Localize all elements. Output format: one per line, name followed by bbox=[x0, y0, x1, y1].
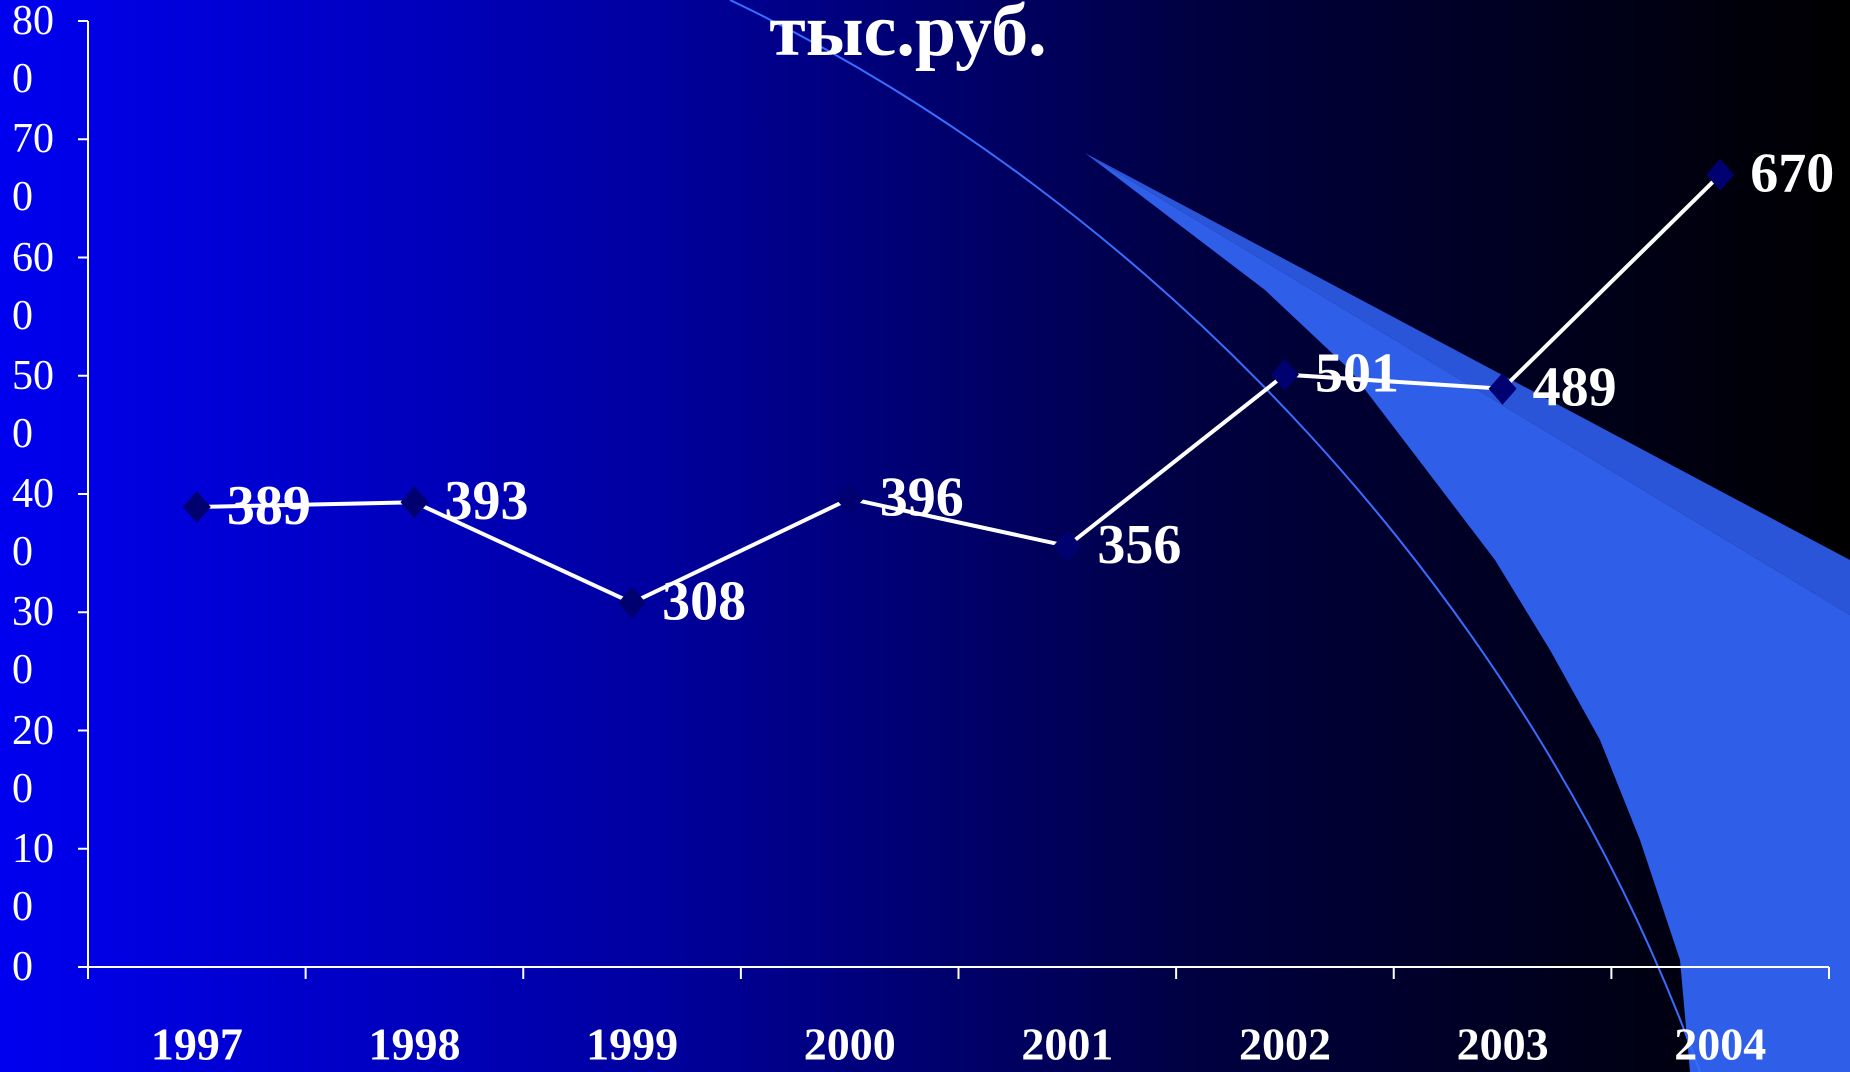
marker bbox=[183, 491, 211, 523]
y-tick-label: 800 bbox=[12, 0, 60, 108]
y-tick-label: 700 bbox=[12, 110, 60, 226]
marker bbox=[836, 483, 864, 515]
x-tick-label: 1999 bbox=[586, 1019, 678, 1070]
marker bbox=[1053, 530, 1081, 562]
chart: тыс.руб. 1997199819992000200120022003200… bbox=[0, 0, 1850, 1072]
data-label: 396 bbox=[880, 467, 964, 529]
x-tick-label: 2000 bbox=[804, 1019, 896, 1070]
data-label: 670 bbox=[1750, 143, 1834, 205]
y-tick-label: 200 bbox=[12, 702, 60, 818]
y-tick-label: 400 bbox=[12, 465, 60, 581]
y-tick-label: 100 bbox=[12, 820, 60, 936]
x-tick-label: 2003 bbox=[1457, 1019, 1549, 1070]
y-tick-label: 500 bbox=[12, 347, 60, 463]
chart-title: тыс.руб. bbox=[769, 0, 1046, 72]
data-label: 501 bbox=[1315, 342, 1399, 404]
y-tick-label: 300 bbox=[12, 583, 60, 699]
marker bbox=[400, 486, 428, 518]
y-tick-label: 600 bbox=[12, 229, 60, 345]
data-label: 389 bbox=[227, 475, 311, 537]
x-tick-label: 2004 bbox=[1674, 1019, 1766, 1070]
x-tick-label: 1998 bbox=[368, 1019, 460, 1070]
marker bbox=[618, 587, 646, 619]
data-label: 356 bbox=[1097, 514, 1181, 576]
data-label: 308 bbox=[662, 571, 746, 633]
x-tick-label: 2002 bbox=[1239, 1019, 1331, 1070]
data-label: 489 bbox=[1533, 357, 1617, 419]
y-tick-label: 0 bbox=[12, 938, 60, 996]
decor-wedge bbox=[1085, 153, 1850, 1072]
x-tick-label: 1997 bbox=[151, 1019, 243, 1070]
slide: тыс.руб. 1997199819992000200120022003200… bbox=[0, 0, 1850, 1072]
data-label: 393 bbox=[444, 470, 528, 532]
x-tick-label: 2001 bbox=[1021, 1019, 1113, 1070]
marker bbox=[1271, 359, 1299, 391]
